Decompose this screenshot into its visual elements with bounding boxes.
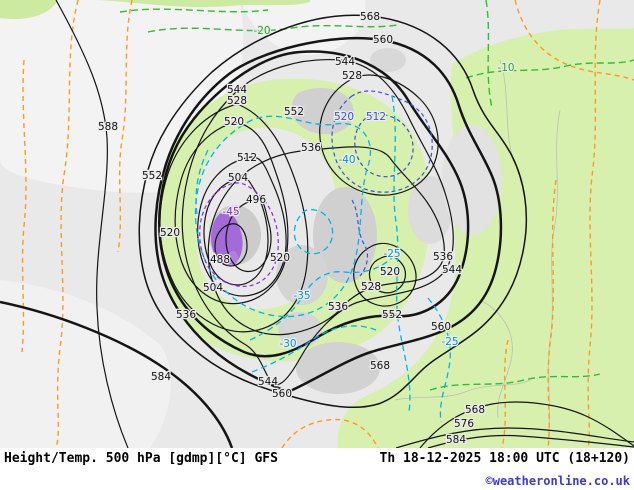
contour-label: 576: [454, 418, 474, 430]
copyright-link[interactable]: ©weatheronline.co.uk: [485, 474, 631, 488]
contour-label: 560: [431, 321, 451, 333]
contour-label: 536: [328, 301, 348, 313]
contour-label: 504: [228, 172, 248, 184]
contour-label: 584: [151, 371, 171, 383]
contour-label: 496: [246, 194, 266, 206]
contour-label: 488: [210, 254, 230, 266]
contour-label: 552: [142, 170, 162, 182]
contour-label: 544: [227, 84, 247, 96]
contour-label: 512: [237, 152, 257, 164]
footer: Height/Temp. 500 hPa [gdmp][°C] GFS Th 1…: [0, 448, 634, 490]
contour-label: -30: [279, 338, 296, 350]
green-dashed-contours: [119, 0, 634, 391]
contour-label: 520: [224, 116, 244, 128]
contour-label: 528: [361, 281, 381, 293]
contour-label: 520: [270, 252, 290, 264]
contour-label: -25: [383, 248, 400, 260]
contour-label: 520: [160, 227, 180, 239]
purple-dashed-contours: [199, 182, 279, 287]
contour-label: 512: [366, 111, 386, 123]
orange-dashed-contours: [21, 0, 634, 448]
footer-copyright-row: ©weatheronline.co.uk: [4, 474, 631, 488]
contour-label: -35: [293, 290, 310, 302]
contour-label: 528: [227, 95, 247, 107]
map-datetime: Th 18-12-2025 18:00 UTC (18+120): [379, 451, 630, 466]
contour-label: 544: [335, 56, 355, 68]
contour-label: 528: [342, 70, 362, 82]
contour-label: 520: [334, 111, 354, 123]
map-area: 588 584 552 536 520 544 528 520 512 504 496 488 504 5…: [0, 0, 634, 448]
contour-label: -25: [441, 336, 458, 348]
contour-label: 568: [465, 404, 485, 416]
contour-label: 544: [442, 264, 462, 276]
contour-label: 552: [382, 309, 402, 321]
footer-main-row: Height/Temp. 500 hPa [gdmp][°C] GFS Th 1…: [4, 451, 630, 466]
contour-label: -10: [497, 62, 514, 74]
contour-label: 552: [284, 106, 304, 118]
contour-label: -20: [253, 25, 270, 37]
contour-label: 520: [380, 266, 400, 278]
cold-core-fill: [211, 212, 243, 265]
contour-label: 568: [370, 360, 390, 372]
contour-label: -40: [338, 154, 355, 166]
contour-label: 568: [360, 11, 380, 23]
contour-label: 536: [433, 251, 453, 263]
height-temp-500hpa-map: 5885845525365205445285205125044964885045…: [0, 0, 634, 448]
contour-label: 588: [98, 121, 118, 133]
map-title: Height/Temp. 500 hPa [gdmp][°C] GFS: [4, 451, 278, 466]
contour-label: 560: [373, 34, 393, 46]
contour-label: 536: [301, 142, 321, 154]
contour-label: 584: [446, 434, 466, 446]
cyan-dashed-contours: [194, 95, 451, 423]
contour-label: -45: [222, 206, 239, 218]
blue-dashed-contours: [331, 90, 433, 277]
contour-label: 504: [203, 282, 223, 294]
contour-label: 536: [176, 309, 196, 321]
contour-label: 560: [272, 388, 292, 400]
contour-label-layer: 5885845525365205445285205125044964885045…: [97, 10, 516, 448]
contour-label: 544: [258, 376, 278, 388]
country-border-lines: [394, 59, 561, 441]
